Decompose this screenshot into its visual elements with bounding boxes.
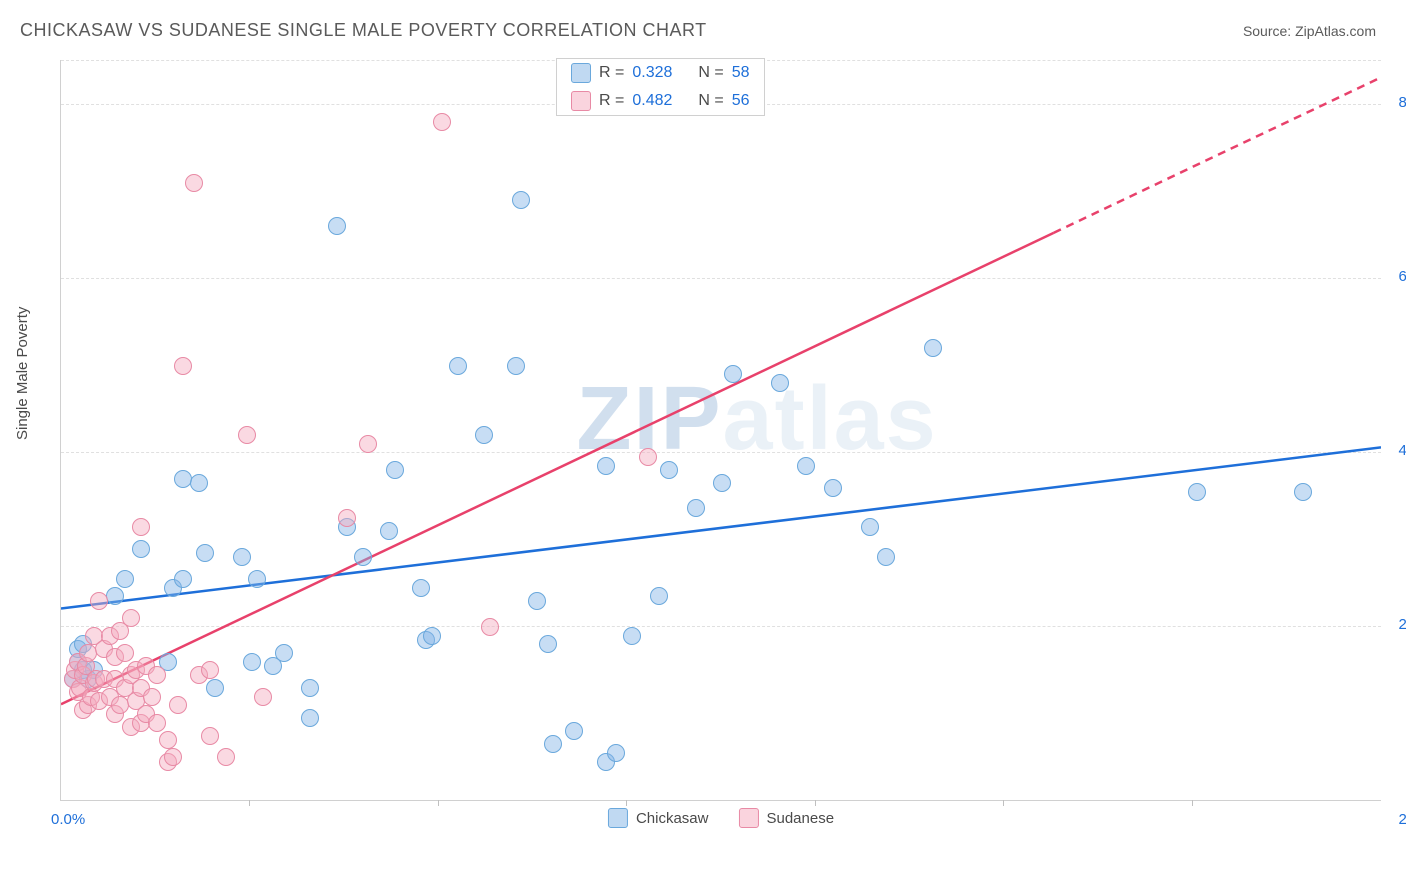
data-point-chickasaw (771, 374, 789, 392)
chart-title: CHICKASAW VS SUDANESE SINGLE MALE POVERT… (20, 20, 707, 41)
data-point-chickasaw (380, 522, 398, 540)
data-point-chickasaw (190, 474, 208, 492)
gridline (61, 452, 1381, 453)
data-point-chickasaw (539, 635, 557, 653)
data-point-chickasaw (1294, 483, 1312, 501)
data-point-chickasaw (243, 653, 261, 671)
data-point-chickasaw (301, 679, 319, 697)
data-point-sudanese (159, 731, 177, 749)
data-point-sudanese (238, 426, 256, 444)
data-point-chickasaw (106, 587, 124, 605)
data-point-sudanese (116, 644, 134, 662)
data-point-chickasaw (861, 518, 879, 536)
data-point-chickasaw (507, 357, 525, 375)
data-point-chickasaw (824, 479, 842, 497)
data-point-chickasaw (328, 217, 346, 235)
data-point-chickasaw (412, 579, 430, 597)
swatch-blue-icon (608, 808, 628, 828)
data-point-sudanese (254, 688, 272, 706)
data-point-chickasaw (877, 548, 895, 566)
data-point-sudanese (201, 727, 219, 745)
chart-plot-area: ZIPatlas R = 0.328 N = 58 R = 0.482 N = … (60, 60, 1381, 801)
x-tick (249, 800, 250, 806)
x-tick (1192, 800, 1193, 806)
data-point-chickasaw (713, 474, 731, 492)
legend-item-sudanese: Sudanese (738, 808, 834, 828)
data-point-chickasaw (1188, 483, 1206, 501)
data-point-chickasaw (512, 191, 530, 209)
data-point-sudanese (433, 113, 451, 131)
data-point-chickasaw (924, 339, 942, 357)
legend-item-chickasaw: Chickasaw (608, 808, 709, 828)
data-point-sudanese (122, 609, 140, 627)
data-point-sudanese (481, 618, 499, 636)
data-point-chickasaw (248, 570, 266, 588)
correlation-legend: R = 0.328 N = 58 R = 0.482 N = 56 (556, 58, 765, 116)
swatch-pink-icon (571, 91, 591, 111)
x-tick (1003, 800, 1004, 806)
data-point-chickasaw (650, 587, 668, 605)
data-point-sudanese (148, 714, 166, 732)
data-point-chickasaw (449, 357, 467, 375)
data-point-sudanese (169, 696, 187, 714)
data-point-sudanese (174, 357, 192, 375)
y-tick-label: 40.0% (1386, 442, 1406, 459)
data-point-chickasaw (354, 548, 372, 566)
data-point-chickasaw (660, 461, 678, 479)
gridline (61, 278, 1381, 279)
data-point-chickasaw (797, 457, 815, 475)
data-point-chickasaw (206, 679, 224, 697)
data-point-chickasaw (597, 457, 615, 475)
data-point-chickasaw (233, 548, 251, 566)
data-point-chickasaw (174, 570, 192, 588)
y-tick-label: 20.0% (1386, 616, 1406, 633)
series-legend: Chickasaw Sudanese (608, 808, 834, 828)
legend-row-chickasaw: R = 0.328 N = 58 (557, 59, 764, 87)
x-tick (815, 800, 816, 806)
data-point-chickasaw (528, 592, 546, 610)
data-point-chickasaw (724, 365, 742, 383)
legend-row-sudanese: R = 0.482 N = 56 (557, 87, 764, 115)
watermark: ZIPatlas (577, 368, 938, 471)
data-point-sudanese (639, 448, 657, 466)
data-point-sudanese (217, 748, 235, 766)
gridline (61, 626, 1381, 627)
swatch-pink-icon (738, 808, 758, 828)
x-tick (626, 800, 627, 806)
data-point-chickasaw (386, 461, 404, 479)
data-point-chickasaw (544, 735, 562, 753)
data-point-sudanese (185, 174, 203, 192)
data-point-sudanese (148, 666, 166, 684)
data-point-sudanese (338, 509, 356, 527)
data-point-chickasaw (687, 499, 705, 517)
swatch-blue-icon (571, 63, 591, 83)
data-point-chickasaw (607, 744, 625, 762)
data-point-chickasaw (132, 540, 150, 558)
x-tick (438, 800, 439, 806)
y-tick-label: 60.0% (1386, 268, 1406, 285)
data-point-sudanese (359, 435, 377, 453)
data-point-chickasaw (623, 627, 641, 645)
data-point-chickasaw (275, 644, 293, 662)
data-point-sudanese (164, 748, 182, 766)
x-tick-label: 25.0% (1398, 811, 1406, 828)
data-point-chickasaw (116, 570, 134, 588)
x-tick-label: 0.0% (51, 811, 85, 828)
data-point-sudanese (132, 518, 150, 536)
data-point-chickasaw (423, 627, 441, 645)
data-point-chickasaw (565, 722, 583, 740)
data-point-chickasaw (196, 544, 214, 562)
data-point-sudanese (143, 688, 161, 706)
source-text: Source: ZipAtlas.com (1243, 23, 1376, 39)
data-point-sudanese (201, 661, 219, 679)
y-tick-label: 80.0% (1386, 94, 1406, 111)
data-point-sudanese (90, 592, 108, 610)
data-point-chickasaw (475, 426, 493, 444)
data-point-chickasaw (301, 709, 319, 727)
y-axis-label: Single Male Poverty (14, 307, 31, 440)
